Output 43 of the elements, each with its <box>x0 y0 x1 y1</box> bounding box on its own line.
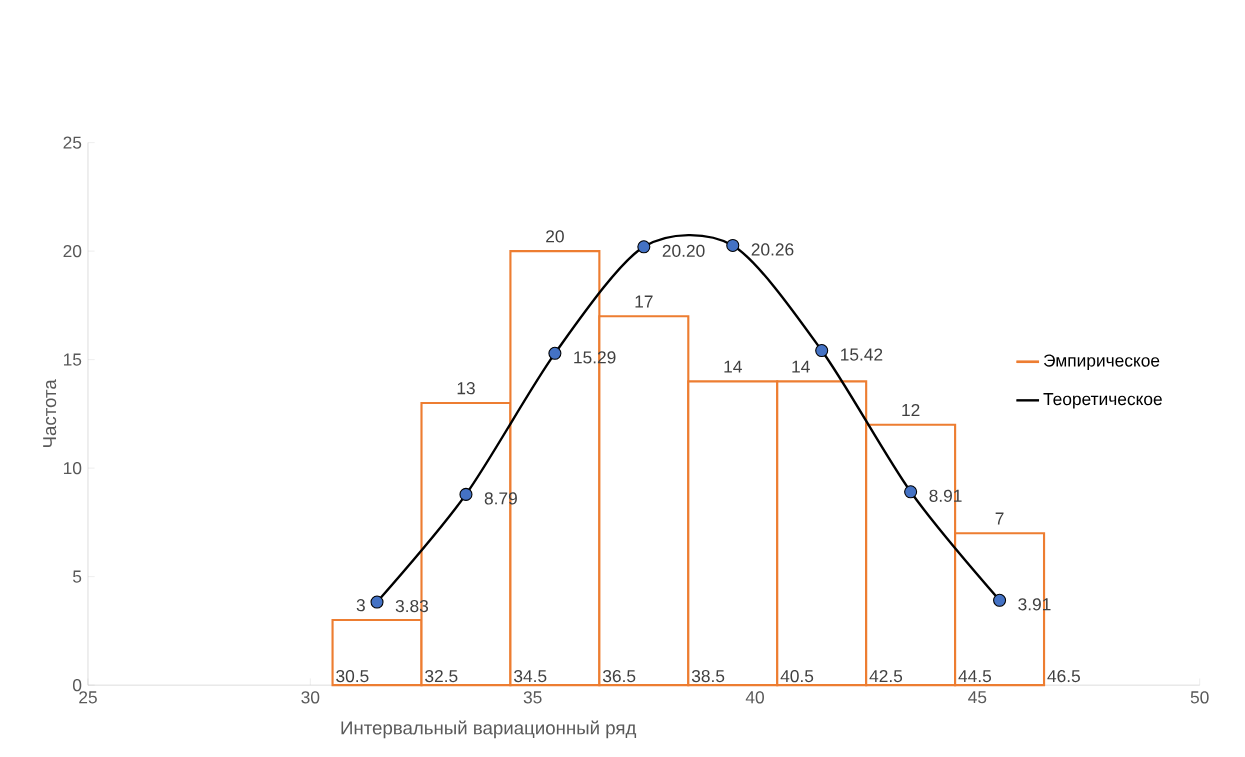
data-label: 7 <box>995 512 1004 525</box>
y-tick-label: 5 <box>72 570 82 583</box>
annotation: 32.5 <box>425 669 458 683</box>
point <box>459 487 473 501</box>
point <box>637 240 651 254</box>
legend-label: Эмпирическое <box>1043 354 1160 371</box>
data-label: 20.20 <box>662 244 705 257</box>
annotation: 44.5 <box>958 670 992 683</box>
legend-label: Теоретическое <box>1043 393 1162 409</box>
data-label: 12 <box>902 403 920 416</box>
data-label: 3 <box>356 599 365 612</box>
x-tick-label: 35 <box>523 691 542 704</box>
annotation: 30.5 <box>336 669 369 683</box>
point <box>904 485 918 499</box>
y-tick-label: 20 <box>63 244 82 258</box>
data-label: 13 <box>457 381 475 395</box>
y-axis-title: Частота <box>43 379 57 447</box>
point <box>726 238 740 252</box>
y-tick-label: 0 <box>72 678 82 692</box>
x-tick-label: 30 <box>301 691 320 704</box>
y-tick-label: 10 <box>63 461 82 475</box>
point <box>993 593 1007 607</box>
point <box>370 595 384 609</box>
data-label: 14 <box>792 360 810 373</box>
data-label: 15.42 <box>841 348 883 361</box>
annotation: 38.5 <box>691 669 725 683</box>
point <box>548 346 562 360</box>
x-tick-label: 40 <box>745 691 764 704</box>
annotation: 34.5 <box>514 669 547 683</box>
data-label: 14 <box>724 360 742 373</box>
data-label: 17 <box>635 295 653 308</box>
data-label: 20 <box>546 230 564 243</box>
x-tick-label: 50 <box>1190 691 1209 704</box>
data-label: 20.26 <box>751 243 794 256</box>
annotation: 36.5 <box>602 669 636 683</box>
x-axis-title: Интервальный вариационный ряд <box>341 720 637 739</box>
y-tick-label: 25 <box>63 136 82 149</box>
x-tick-label: 45 <box>968 691 987 704</box>
annotation: 40.5 <box>780 669 814 683</box>
annotation: 42.5 <box>869 669 903 683</box>
y-tick-label: 15 <box>63 353 82 366</box>
point <box>815 343 829 357</box>
annotation: 46.5 <box>1047 669 1080 683</box>
